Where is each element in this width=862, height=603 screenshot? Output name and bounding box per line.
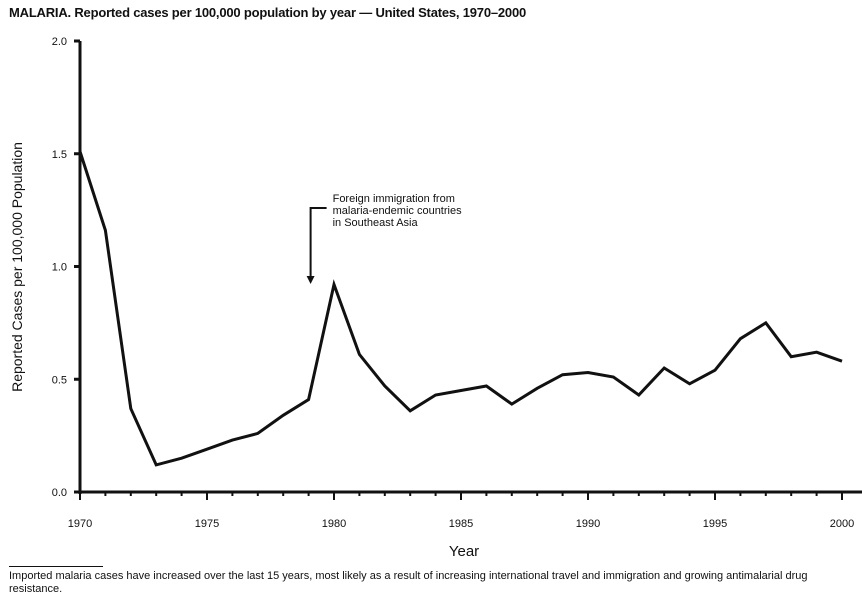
y-tick-label: 2.0 — [52, 36, 67, 48]
series-line — [78, 151, 843, 467]
annotation: Foreign immigration frommalaria-endemic … — [306, 193, 462, 284]
y-tick-label: 1.5 — [52, 149, 67, 161]
annotation-text: Foreign immigration from — [333, 193, 455, 205]
annotation-leader — [309, 207, 327, 278]
axes — [74, 39, 862, 500]
x-tick-label: 1970 — [68, 518, 92, 530]
y-axis-label: Reported Cases per 100,000 Population — [9, 142, 25, 392]
y-tick-label: 1.0 — [52, 262, 67, 274]
arrow-down-icon — [306, 276, 315, 284]
chart-title: MALARIA. Reported cases per 100,000 popu… — [9, 5, 527, 20]
x-tick-label: 1985 — [449, 518, 473, 530]
x-axis-label: Year — [449, 543, 479, 560]
tick-labels: 0.0 0.5 1.0 1.5 2.0 1970 1975 1980 1985 1990 1995 2… — [52, 36, 855, 530]
x-tick-label: 1990 — [576, 518, 600, 530]
x-tick-label: 1980 — [322, 518, 346, 530]
x-tick-label: 1975 — [195, 518, 219, 530]
x-tick-label: 2000 — [830, 518, 854, 530]
footnote-rule — [9, 566, 103, 567]
x-tick-label: 1995 — [703, 518, 727, 530]
y-tick-label: 0.5 — [52, 374, 67, 386]
data-points — [79, 151, 843, 466]
annotation-text: in Southeast Asia — [333, 217, 419, 229]
footnote: Imported malaria cases have increased ov… — [9, 570, 808, 595]
y-tick-label: 0.0 — [52, 487, 67, 499]
annotation-text: malaria-endemic countries — [333, 205, 462, 217]
